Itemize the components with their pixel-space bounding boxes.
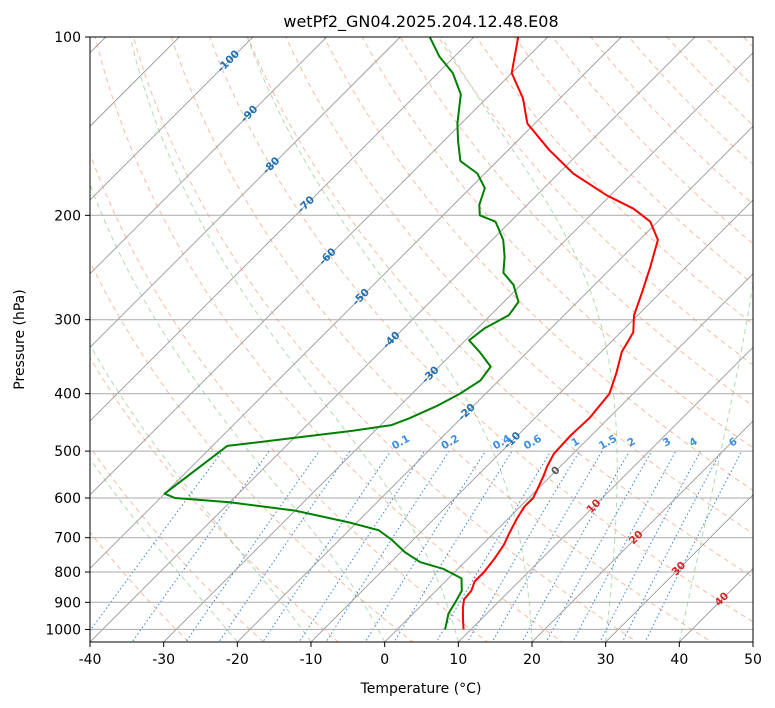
y-tick-label: 300	[54, 313, 81, 329]
y-tick-label: 100	[54, 30, 81, 46]
dry-adiabat	[90, 260, 414, 642]
dry-adiabat	[132, 37, 638, 642]
moist-adiabat	[441, 37, 618, 642]
isotherm	[384, 273, 753, 642]
isotherm	[90, 37, 475, 422]
plot-frame	[89, 36, 754, 643]
y-axis-title: Pressure (hPa)	[12, 289, 28, 389]
isotherm	[90, 37, 254, 201]
isotherm	[90, 37, 401, 348]
y-tick-label: 500	[54, 444, 81, 460]
x-tick-label: 20	[523, 652, 541, 668]
dry-adiabat	[94, 37, 564, 642]
moist-adiabat	[129, 37, 459, 642]
plot-area: -100-90-80-70-60-50-40-30-20-10010203040…	[90, 37, 753, 642]
isotherm	[90, 37, 549, 496]
x-tick-label: 0	[380, 652, 389, 668]
moist-adiabat	[246, 37, 533, 642]
dry-adiabat	[361, 37, 753, 449]
isotherm	[90, 37, 696, 642]
isotherm	[90, 37, 328, 275]
x-axis-title: Temperature (°C)	[360, 681, 482, 697]
dry-adiabat	[90, 446, 265, 642]
y-tick-label: 600	[54, 491, 81, 507]
dry-adiabat	[90, 356, 340, 642]
isotherm	[457, 346, 753, 642]
dry-adiabat	[247, 37, 753, 578]
x-tick-label: -20	[226, 652, 249, 668]
moist-adiabats	[90, 37, 753, 642]
y-tick-label: 200	[54, 208, 81, 224]
isotherm	[605, 494, 753, 642]
isotherm	[90, 37, 622, 570]
dry-adiabat	[437, 37, 753, 366]
y-tick-label: 400	[54, 387, 81, 403]
isobars	[90, 37, 753, 630]
dry-adiabat	[323, 37, 753, 491]
x-tick-label: 40	[670, 652, 688, 668]
isotherm	[163, 52, 753, 642]
x-tick-label: -40	[79, 652, 102, 668]
isotherms	[90, 37, 753, 642]
x-axis-ticks: -40 -30 -20 -10 0 10 20 30 40 50	[79, 642, 762, 668]
dry-adiabat	[209, 37, 753, 623]
moist-adiabat	[90, 457, 238, 642]
temperature-line	[461, 37, 659, 630]
y-tick-label: 700	[54, 531, 81, 547]
y-tick-label: 1000	[45, 622, 81, 638]
y-axis-ticks: 1000 900 800 700 600 500 400 300 200 100	[45, 30, 90, 638]
dewpoint-line	[163, 37, 520, 630]
x-tick-label: -10	[300, 652, 323, 668]
x-tick-label: -30	[152, 652, 175, 668]
isotherm	[531, 420, 753, 642]
profile-lines	[163, 37, 659, 630]
moist-adiabat	[90, 343, 312, 642]
y-tick-label: 800	[54, 565, 81, 581]
x-tick-label: 50	[744, 652, 762, 668]
x-tick-label: 10	[449, 652, 467, 668]
x-tick-label: 30	[597, 652, 615, 668]
y-tick-label: 900	[54, 595, 81, 611]
isotherm	[310, 199, 753, 642]
isotherm	[236, 125, 753, 642]
dry-adiabat	[170, 37, 713, 642]
chart-title: wetPf2_GN04.2025.204.12.48.E08	[283, 12, 558, 32]
moist-adiabat	[90, 182, 386, 642]
